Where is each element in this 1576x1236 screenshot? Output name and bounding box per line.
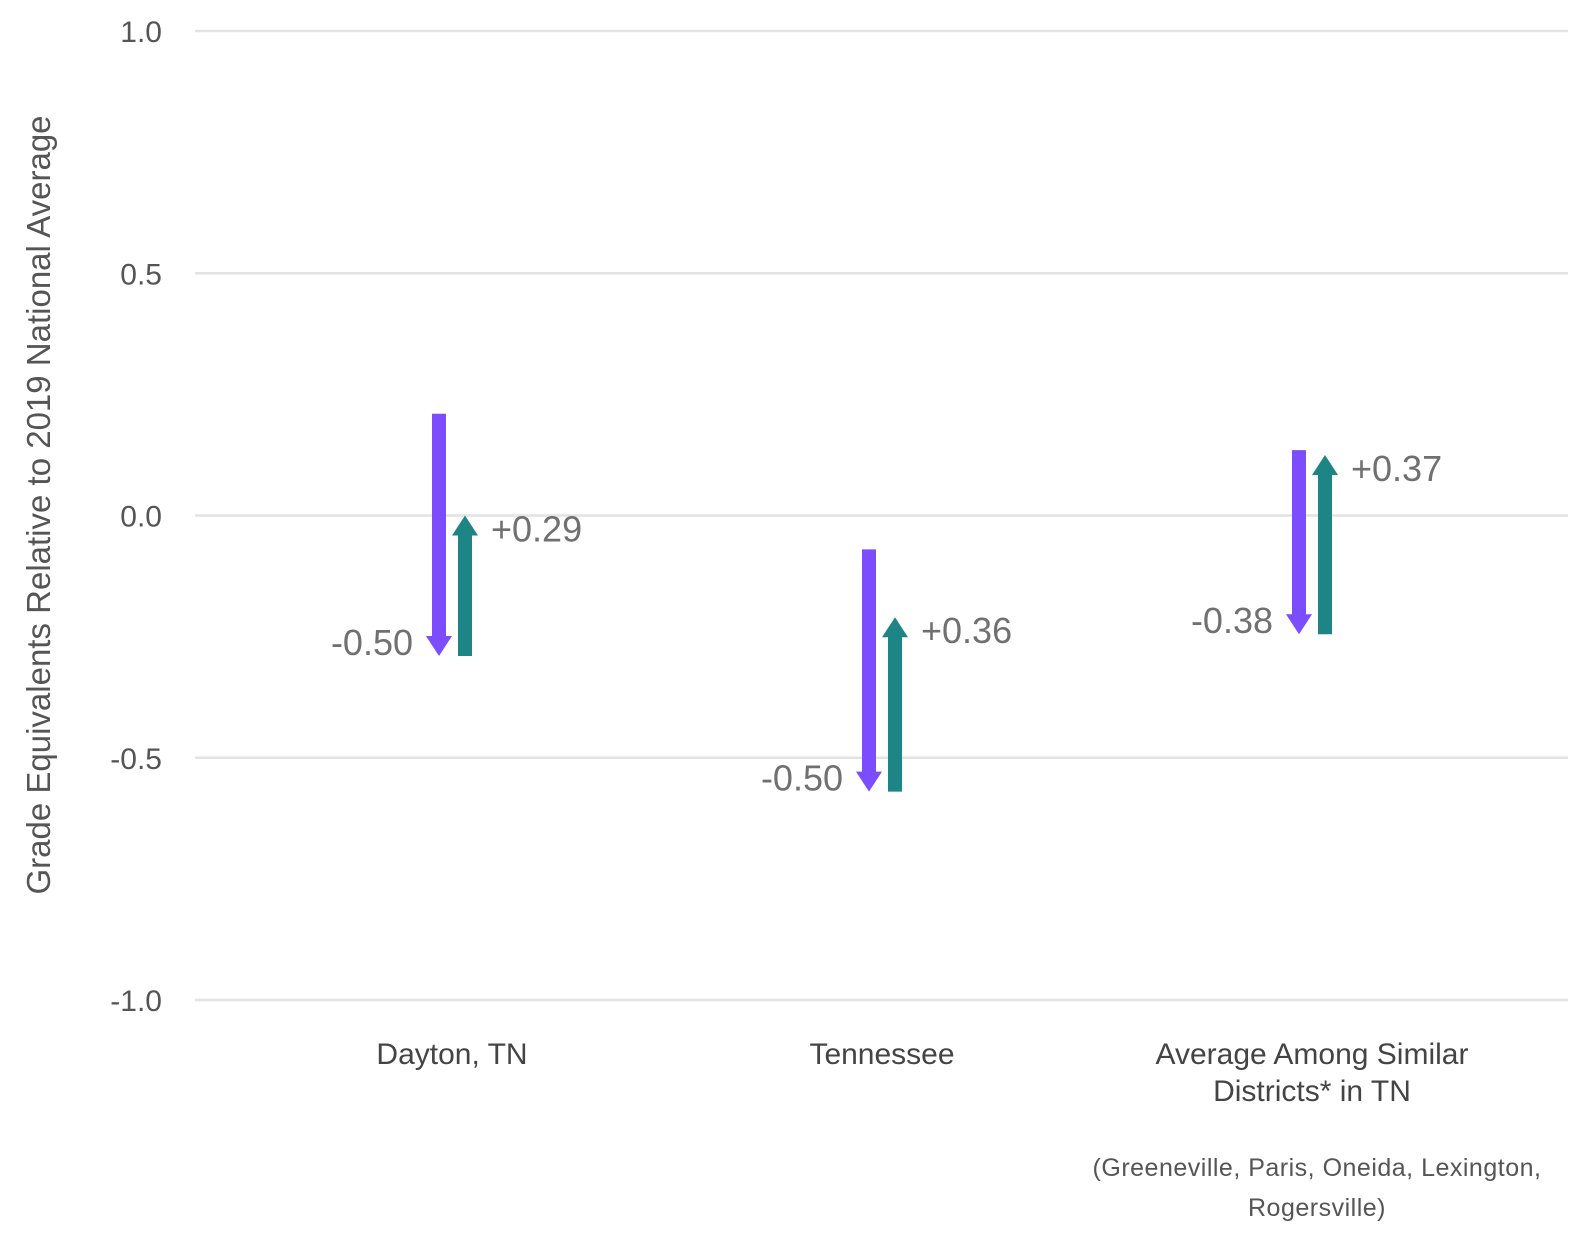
recovery-value-label: +0.29 — [491, 509, 582, 550]
y-tick-label: -0.5 — [110, 743, 162, 776]
x-category-label: Districts* in TN — [1213, 1075, 1411, 1108]
decline-arrow — [856, 549, 882, 792]
y-tick-label: 0.0 — [120, 501, 162, 534]
recovery-arrow — [1312, 454, 1338, 635]
x-category-label: Dayton, TN — [376, 1038, 527, 1071]
recovery-value-label: +0.37 — [1351, 448, 1442, 489]
x-category-note: Rogersville) — [1248, 1194, 1386, 1222]
grid-layer — [195, 29, 1568, 1002]
recovery-arrow — [452, 515, 478, 657]
decline-value-label: -0.38 — [1191, 600, 1273, 641]
arrow-layer — [426, 413, 1338, 792]
decline-value-label: -0.50 — [331, 622, 413, 663]
y-axis-title: Grade Equivalents Relative to 2019 Natio… — [20, 115, 57, 894]
tick-layer: 1.0 0.5 0.0 -0.5 -1.0 — [110, 16, 162, 1018]
y-tick-label: -1.0 — [110, 985, 162, 1018]
y-tick-label: 0.5 — [120, 258, 162, 291]
decline-arrow — [426, 413, 452, 657]
decline-arrow — [1286, 450, 1312, 635]
decline-value-label: -0.50 — [761, 758, 843, 799]
x-category-note: (Greeneville, Paris, Oneida, Lexington, — [1093, 1154, 1542, 1182]
category-label-layer: Dayton, TN Tennessee Average Among Similar… — [376, 1038, 1541, 1222]
x-category-label: Average Among Similar — [1156, 1038, 1469, 1071]
recovery-arrow — [882, 617, 908, 792]
value-label-layer: -0.50 -0.50 -0.38 +0.29 +0.36 +0.37 — [331, 448, 1442, 799]
y-tick-label: 1.0 — [120, 16, 162, 49]
recovery-value-label: +0.36 — [921, 610, 1012, 651]
x-category-label: Tennessee — [809, 1038, 954, 1071]
